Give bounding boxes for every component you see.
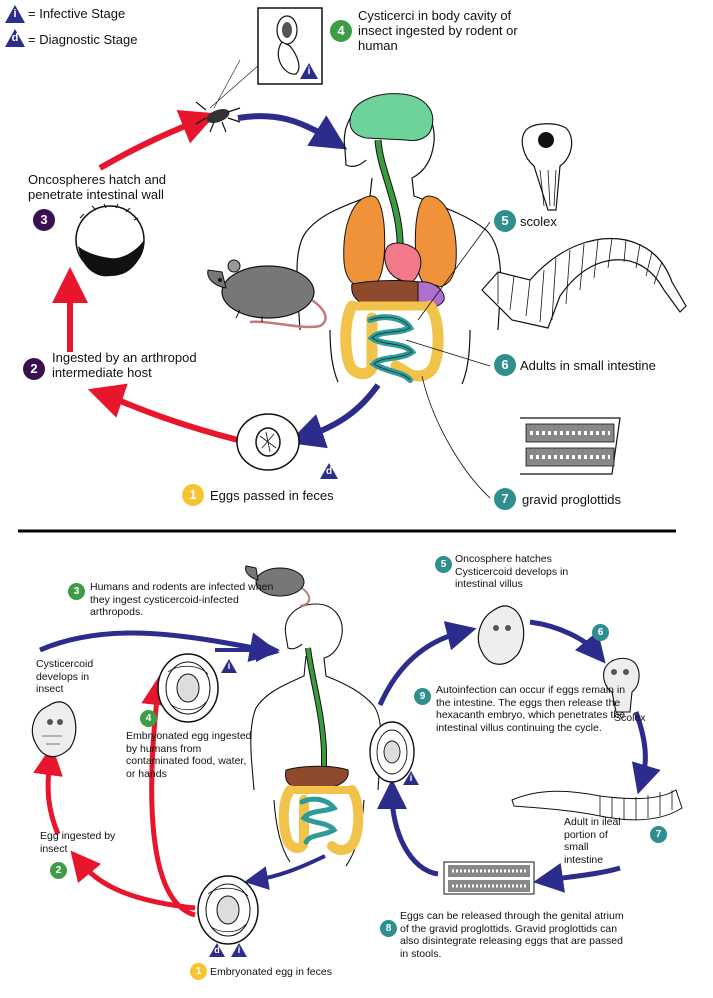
arrow-egg-to-host (87, 383, 239, 443)
b-infective-letter-3: i (237, 945, 241, 955)
b-step9-label: Autoinfection can occur if eggs remain i… (436, 684, 626, 734)
b-step7-badge: 7 (650, 826, 667, 843)
b-small-intestine (299, 796, 338, 845)
b-infective-icon-3 (231, 943, 247, 957)
leader-gravid (421, 375, 491, 499)
legend-diagnostic-letter: d (11, 32, 19, 44)
oncosphere-top (75, 203, 145, 277)
infective-triangle-icon (5, 5, 25, 23)
top-step5-badge: 5 (494, 210, 516, 232)
b-arrow-human-to-feces (244, 854, 326, 890)
top-step6-badge: 6 (494, 354, 516, 376)
top-step7-badge: 7 (494, 488, 516, 510)
b-arrow-insect-to-cysticercoid (33, 745, 63, 835)
heart (384, 242, 422, 285)
b-arrow-feces-to-insect (70, 850, 196, 911)
b-step3-label: Humans and rodents are infected when the… (90, 581, 274, 618)
top-step3-badge: 3 (33, 209, 55, 231)
leader-scolex (417, 221, 491, 321)
top-step1-label: Eggs passed in feces (210, 488, 334, 503)
b-step4-badge: 4 (140, 710, 157, 727)
b-step7-label: Adult in ileal portion of small intestin… (564, 816, 621, 866)
b-embryonated-egg-ingested (157, 653, 219, 723)
adult-tapeworm-top (481, 237, 687, 329)
top-step3-label: Oncospheres hatch and penetrate intestin… (28, 172, 167, 202)
b-arrow-cysticercoid-to-human (39, 630, 280, 662)
b-infective-letter-2: i (409, 773, 413, 783)
b-diagnostic-letter: d (214, 945, 220, 955)
arrow-human-to-egg (287, 383, 381, 449)
beetle-top (195, 49, 277, 133)
arrow-beetle-to-human (237, 113, 348, 150)
b-step1-badge: 1 (190, 963, 207, 980)
b-step4-label: Embryonated egg ingested by humans from … (126, 730, 252, 780)
legend-infective-label: = Infective Stage (28, 6, 126, 21)
gravid-proglottids-top (520, 417, 621, 475)
b-step9-badge: 9 (414, 688, 431, 705)
egg-top (236, 413, 300, 471)
top-step6-label: Adults in small intestine (520, 358, 656, 373)
legend-diagnostic-label: = Diagnostic Stage (28, 32, 138, 47)
b-egg-autoinfection (369, 721, 415, 783)
top-step2-label: Ingested by an arthropod intermediate ho… (52, 350, 197, 380)
b-arrow-scolex-to-adult (631, 711, 661, 795)
b-embryonated-egg-feces (197, 875, 259, 945)
top-step1-badge: 1 (182, 484, 204, 506)
human-body-bottom (250, 603, 382, 867)
top-diagnostic-icon (320, 463, 338, 479)
b-infective-letter-1: i (227, 661, 231, 671)
b-gravid-proglottid (443, 861, 535, 895)
scolex-top (521, 123, 573, 211)
b-arrow-proglottid-to-autoinfection (377, 779, 439, 877)
top-step7-label: gravid proglottids (522, 492, 621, 507)
b-arrow-oncosphere-to-scolex (529, 619, 606, 664)
top-step2-badge: 2 (23, 358, 45, 380)
b-scolex (603, 657, 640, 713)
b-arrow-adult-to-proglottid (533, 863, 621, 893)
b-step2-label: Egg ingested by insect (40, 830, 116, 855)
diagnostic-triangle-icon (5, 29, 25, 47)
b-cysticercoid-villus (477, 605, 525, 665)
b-step8-badge: 8 (380, 920, 397, 937)
top-infective-icon (300, 63, 318, 79)
b-liver (285, 765, 349, 789)
b-step3-badge: 3 (68, 583, 85, 600)
b-step6-label: Scolex (614, 712, 646, 724)
rat-top (207, 259, 327, 329)
b-step1-label: Embryonated egg in feces (210, 966, 332, 978)
b-step2-badge: 2 (50, 862, 67, 879)
arrow-oncosphere-to-beetle (98, 109, 217, 171)
top-step4-label: Cysticerci in body cavity of insect inge… (358, 8, 518, 53)
b-step6-badge: 6 (592, 624, 609, 641)
brain (349, 93, 434, 141)
b-infective-icon-2 (403, 771, 419, 785)
rat-bottom (245, 565, 311, 607)
top-diagnostic-letter: d (325, 466, 333, 477)
b-infective-icon-1 (221, 659, 237, 673)
b-step5-badge: 5 (435, 556, 452, 573)
leader-adults (405, 339, 491, 367)
b-cysticercoid-label: Cysticercoid develops in insect (36, 658, 94, 695)
top-step4-badge: 4 (330, 20, 352, 42)
b-diagnostic-icon (209, 943, 225, 957)
b-adult-tapeworm (511, 789, 683, 821)
b-arrow-feces-to-embryonated (141, 675, 196, 918)
b-arrow-to-oncosphere (377, 621, 477, 707)
top-step5-label: scolex (520, 214, 557, 229)
b-step8-label: Eggs can be released through the genital… (400, 910, 624, 960)
b-large-intestine (278, 785, 364, 856)
b-cysticercoid (31, 701, 77, 758)
b-step5-label: Oncosphere hatches Cysticercoid develops… (455, 553, 569, 590)
large-intestine (340, 300, 444, 382)
top-infective-letter: i (307, 66, 311, 77)
legend-infective-letter: i (13, 8, 17, 20)
